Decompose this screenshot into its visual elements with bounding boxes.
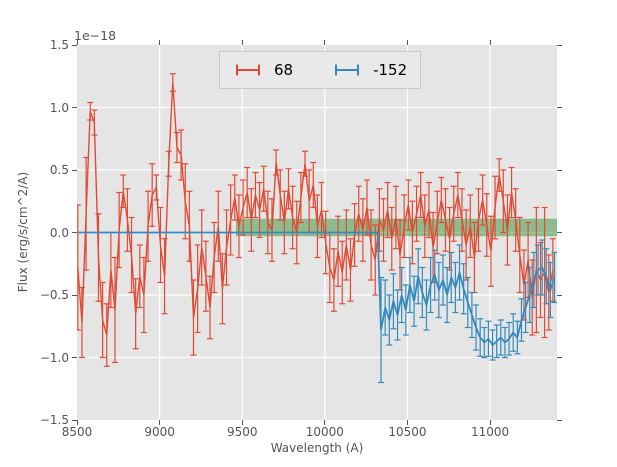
y-tick — [72, 357, 77, 358]
y-tick — [72, 419, 77, 421]
legend-label-blue: -152 — [373, 61, 408, 79]
y-tick-label: −0.5 — [39, 288, 69, 302]
legend: 68 -152 — [219, 51, 421, 89]
errorbar-glyph-blue — [335, 64, 360, 76]
y-axis-offset-label: 1e−18 — [74, 28, 117, 43]
y-tick — [72, 107, 77, 108]
x-tick-top — [489, 40, 491, 45]
x-tick-top — [241, 40, 243, 45]
x-tick — [76, 420, 78, 425]
y-tick-label: 0.5 — [49, 163, 69, 177]
y-tick — [72, 294, 77, 296]
y-tick-label: −1.5 — [39, 413, 69, 427]
y-tick-label: 1.5 — [49, 38, 69, 52]
x-tick-label: 8500 — [61, 425, 93, 439]
x-tick — [489, 420, 491, 425]
series--152 — [77, 231, 557, 384]
y-tick-right — [557, 294, 562, 296]
y-axis-label: Flux (erg/s/cm^2/A) — [16, 171, 30, 293]
y-tick — [72, 44, 77, 46]
x-tick-top — [406, 40, 408, 45]
y-tick-right — [557, 107, 562, 108]
y-tick-right — [557, 169, 562, 171]
x-tick-label: 10500 — [388, 425, 427, 439]
x-tick-label: 9500 — [226, 425, 258, 439]
y-tick — [72, 169, 77, 171]
y-tick-right — [557, 44, 562, 46]
x-tick-top — [76, 40, 78, 45]
x-tick — [159, 420, 161, 425]
x-tick — [324, 420, 326, 425]
legend-entry-red: 68 — [234, 61, 293, 79]
x-tick — [241, 420, 243, 425]
legend-entry-blue: -152 — [333, 61, 407, 79]
x-tick-label: 11000 — [470, 425, 510, 439]
y-tick-label: 1.0 — [49, 100, 69, 115]
x-tick-top — [159, 40, 161, 45]
y-tick-label: 0.0 — [49, 225, 69, 240]
legend-label-red: 68 — [274, 61, 294, 79]
x-tick — [406, 420, 408, 425]
y-tick-label: −1.0 — [39, 350, 69, 365]
y-tick — [72, 232, 77, 233]
plot-area — [77, 45, 557, 420]
x-axis-label: Wavelength (A) — [270, 441, 364, 455]
x-tick-top — [324, 40, 326, 45]
y-tick-right — [557, 232, 562, 233]
y-tick-right — [557, 419, 562, 421]
series-68 — [77, 73, 556, 367]
errorbar-glyph-red — [236, 64, 260, 76]
x-tick-label: 10000 — [305, 425, 344, 439]
y-tick-right — [557, 357, 562, 358]
x-tick-label: 9000 — [144, 425, 175, 439]
